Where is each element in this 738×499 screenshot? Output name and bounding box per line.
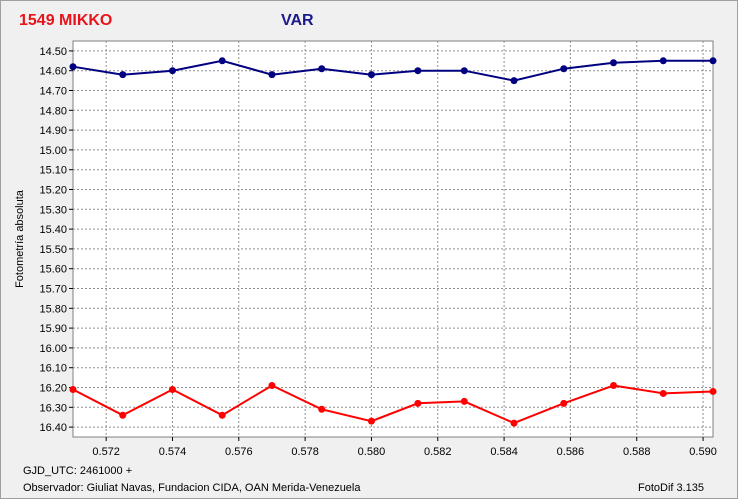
x-tick-label: 0.578 [291, 446, 319, 458]
data-point [168, 385, 176, 393]
software-label: FotoDif 3.135 [638, 482, 704, 494]
data-point [414, 399, 422, 407]
x-tick-label: 0.576 [225, 446, 253, 458]
observer-label: Observador: Giuliat Navas, Fundacion CID… [23, 482, 361, 494]
x-tick-label: 0.572 [92, 446, 120, 458]
data-point [218, 411, 226, 419]
data-point [168, 67, 176, 75]
data-point [367, 71, 375, 79]
y-tick-label: 15.00 [39, 145, 67, 157]
data-point [709, 387, 717, 395]
chart-title: 1549 MIKKO [19, 12, 112, 29]
y-tick-label: 16.30 [39, 402, 67, 414]
y-tick-label: 15.40 [39, 224, 67, 236]
y-tick-label: 14.60 [39, 66, 67, 78]
y-tick-label: 15.60 [39, 264, 67, 276]
data-point [610, 382, 618, 390]
series-line-1 [72, 384, 714, 425]
y-tick-label: 16.10 [39, 363, 67, 375]
chart-subtitle: VAR [281, 12, 314, 29]
y-tick-label: 16.00 [39, 343, 67, 355]
data-point [268, 71, 276, 79]
x-tick-label: 0.586 [557, 446, 585, 458]
data-point [119, 71, 127, 79]
y-tick-label: 15.10 [39, 165, 67, 177]
y-tick-label: 15.50 [39, 244, 67, 256]
grid [73, 41, 713, 437]
data-point [659, 389, 667, 397]
y-tick-label: 14.80 [39, 105, 67, 117]
y-tick-label: 15.30 [39, 204, 67, 216]
data-point [119, 411, 127, 419]
y-axis-ticks: 14.50 14.60 14.70 14.80 14.90 15.00 15.10 15.20… [39, 46, 73, 434]
y-tick-label: 15.70 [39, 284, 67, 296]
data-point [510, 419, 518, 427]
data-point [218, 57, 226, 65]
y-tick-label: 14.90 [39, 125, 67, 137]
series-line-0 [72, 59, 713, 82]
x-tick-label: 0.588 [623, 446, 651, 458]
series-layer [69, 57, 717, 427]
x-tick-label: 0.574 [159, 446, 187, 458]
y-axis-label: Fotometría absoluta [14, 189, 26, 288]
data-point [659, 57, 667, 65]
y-tick-label: 14.50 [39, 46, 67, 58]
y-tick-label: 15.80 [39, 303, 67, 315]
data-point [510, 77, 518, 85]
x-axis-ticks: 0.572 0.574 0.576 0.578 0.580 0.582 0.584 0.586… [92, 437, 717, 458]
y-tick-label: 15.90 [39, 323, 67, 335]
y-tick-label: 16.20 [39, 383, 67, 395]
data-point [560, 399, 568, 407]
data-point [69, 63, 77, 71]
data-point [414, 67, 422, 75]
x-tick-label: 0.584 [490, 446, 518, 458]
y-tick-label: 16.40 [39, 422, 67, 434]
x-tick-label: 0.590 [689, 446, 717, 458]
data-point [460, 397, 468, 405]
plot-area [72, 40, 714, 438]
x-tick-label: 0.582 [424, 446, 452, 458]
data-point [318, 405, 326, 413]
data-point [268, 382, 276, 390]
data-point [367, 417, 375, 425]
gjd-label: GJD_UTC: 2461000 + [23, 465, 132, 477]
x-tick-label: 0.580 [358, 446, 386, 458]
data-point [610, 59, 618, 67]
y-tick-label: 15.20 [39, 185, 67, 197]
data-point [69, 385, 77, 393]
y-tick-label: 14.70 [39, 86, 67, 98]
data-point [560, 65, 568, 73]
data-point [318, 65, 326, 73]
data-point [460, 67, 468, 75]
data-point [709, 57, 717, 65]
